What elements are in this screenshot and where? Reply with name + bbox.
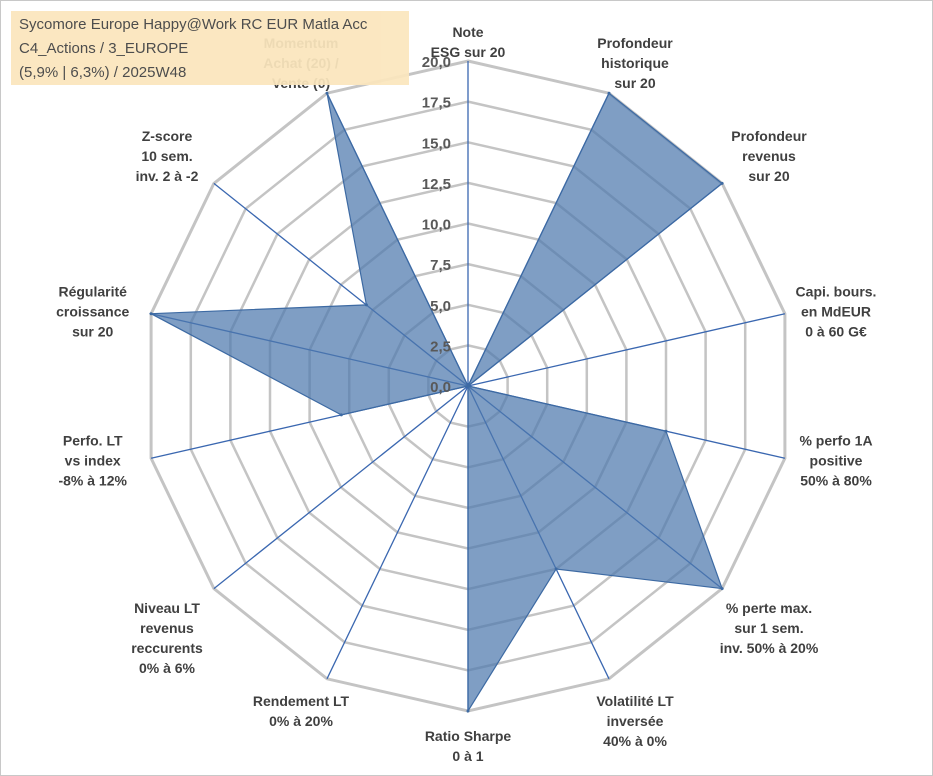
radar-series [148, 91, 724, 714]
axis-label-line: Ratio Sharpe [425, 728, 512, 744]
series-point [466, 384, 470, 388]
axis-label: Régularité croissance sur 20 [56, 284, 129, 340]
series-point [325, 91, 329, 95]
axis-label-line: sur 20 [72, 324, 113, 340]
tick-label: 10,0 [422, 217, 451, 234]
axis-label-line: revenus [742, 148, 796, 164]
axis-label-line: sur 1 sem. [734, 620, 803, 636]
axis-label-line: inversée [607, 713, 664, 729]
axis-label-line: 40% à 0% [603, 733, 667, 749]
series-point [720, 181, 724, 185]
axis-label-line: Rendement LT [253, 693, 350, 709]
axis-label-line: croissance [56, 304, 129, 320]
axis-label-line: inv. 50% à 20% [720, 640, 819, 656]
axis-label-line: Régularité [58, 284, 127, 300]
axis-label-line: historique [601, 55, 669, 71]
axis-label-line: % perte max. [726, 600, 812, 616]
tick-label: 17,5 [422, 95, 451, 112]
axis-label: Rendement LT 0% à 20% [253, 693, 350, 729]
fund-category: C4_Actions / 3_EUROPE [19, 40, 189, 57]
axis-label-line: -8% à 12% [58, 473, 127, 489]
axis-label: Profondeur historique sur 20 [597, 35, 673, 91]
axis-label-line: 0% à 20% [269, 713, 333, 729]
axis-label-line: Profondeur [597, 35, 673, 51]
tick-label: 15,0 [422, 135, 451, 152]
axis-label: Z-score 10 sem. inv. 2 à -2 [136, 128, 199, 184]
axis-label-line: ESG sur 20 [431, 44, 506, 60]
series-area [148, 92, 724, 714]
radar-axis-labels: Note ESG sur 20 Profondeur historique sur 20… [56, 24, 876, 764]
series-point [720, 587, 724, 591]
axis-label-line: revenus [140, 620, 194, 636]
fund-info-box: Sycomore Europe Happy@Work RC EUR Matla … [11, 11, 409, 85]
axis-label-line: Z-score [142, 128, 193, 144]
series-point [607, 91, 611, 95]
axis-label: Niveau LT revenus reccurents 0% à 6% [131, 600, 203, 676]
axis-label-line: 0 à 1 [452, 748, 483, 764]
axis-label: Perfo. LT vs index -8% à 12% [58, 433, 127, 489]
radar-tick-labels: 0,0 2,5 5,0 7,5 10,0 12,5 15,0 17,5 20,0 [422, 54, 451, 396]
axis-label-line: % perfo 1A [799, 433, 872, 449]
series-point [554, 567, 558, 571]
series-point [466, 709, 470, 713]
tick-label: 7,5 [430, 257, 451, 274]
tick-label: 20,0 [422, 54, 451, 71]
axis-label-line: 50% à 80% [800, 473, 872, 489]
axis-label: % perte max. sur 1 sem. inv. 50% à 20% [720, 600, 819, 656]
tick-label: 2,5 [430, 338, 451, 355]
axis-label-line: reccurents [131, 640, 203, 656]
tick-label: 5,0 [430, 298, 451, 315]
axis-label-line: positive [810, 453, 863, 469]
axis-label-line: 0% à 6% [139, 660, 196, 676]
axis-label-line: Volatilité LT [596, 693, 674, 709]
axis-label-line: sur 20 [748, 168, 789, 184]
axis-label-line: vs index [65, 453, 121, 469]
series-point [149, 312, 153, 316]
axis-label-line: Perfo. LT [63, 433, 123, 449]
axis-label-line: Niveau LT [134, 600, 200, 616]
axis-label: Capi. bours. en MdEUR 0 à 60 G€ [796, 284, 877, 340]
axis-spoke [213, 385, 469, 590]
axis-label-line: 10 sem. [141, 148, 192, 164]
axis-label: Ratio Sharpe 0 à 1 [425, 728, 512, 764]
axis-label-line: en MdEUR [801, 304, 871, 320]
axis-label-line: Capi. bours. [796, 284, 877, 300]
axis-label-line: inv. 2 à -2 [136, 168, 199, 184]
axis-label: % perfo 1A positive 50% à 80% [799, 433, 872, 489]
axis-label-line: sur 20 [614, 75, 655, 91]
series-point [364, 303, 368, 307]
axis-label: Note ESG sur 20 [431, 24, 506, 60]
series-point [339, 413, 343, 417]
axis-label: Volatilité LT inversée 40% à 0% [596, 693, 674, 749]
axis-label-line: 0 à 60 G€ [805, 324, 867, 340]
axis-label-line: Note [452, 24, 483, 40]
tick-label: 0,0 [430, 379, 451, 396]
axis-spoke [467, 313, 786, 387]
tick-label: 12,5 [422, 176, 451, 193]
series-point [664, 429, 668, 433]
axis-spoke [326, 385, 469, 680]
axis-label: Profondeur revenus sur 20 [731, 128, 807, 184]
axis-label-line: Profondeur [731, 128, 807, 144]
fund-name: Sycomore Europe Happy@Work RC EUR Matla … [19, 16, 368, 33]
fund-stats-week: (5,9% | 6,3%) / 2025W48 [19, 64, 187, 81]
